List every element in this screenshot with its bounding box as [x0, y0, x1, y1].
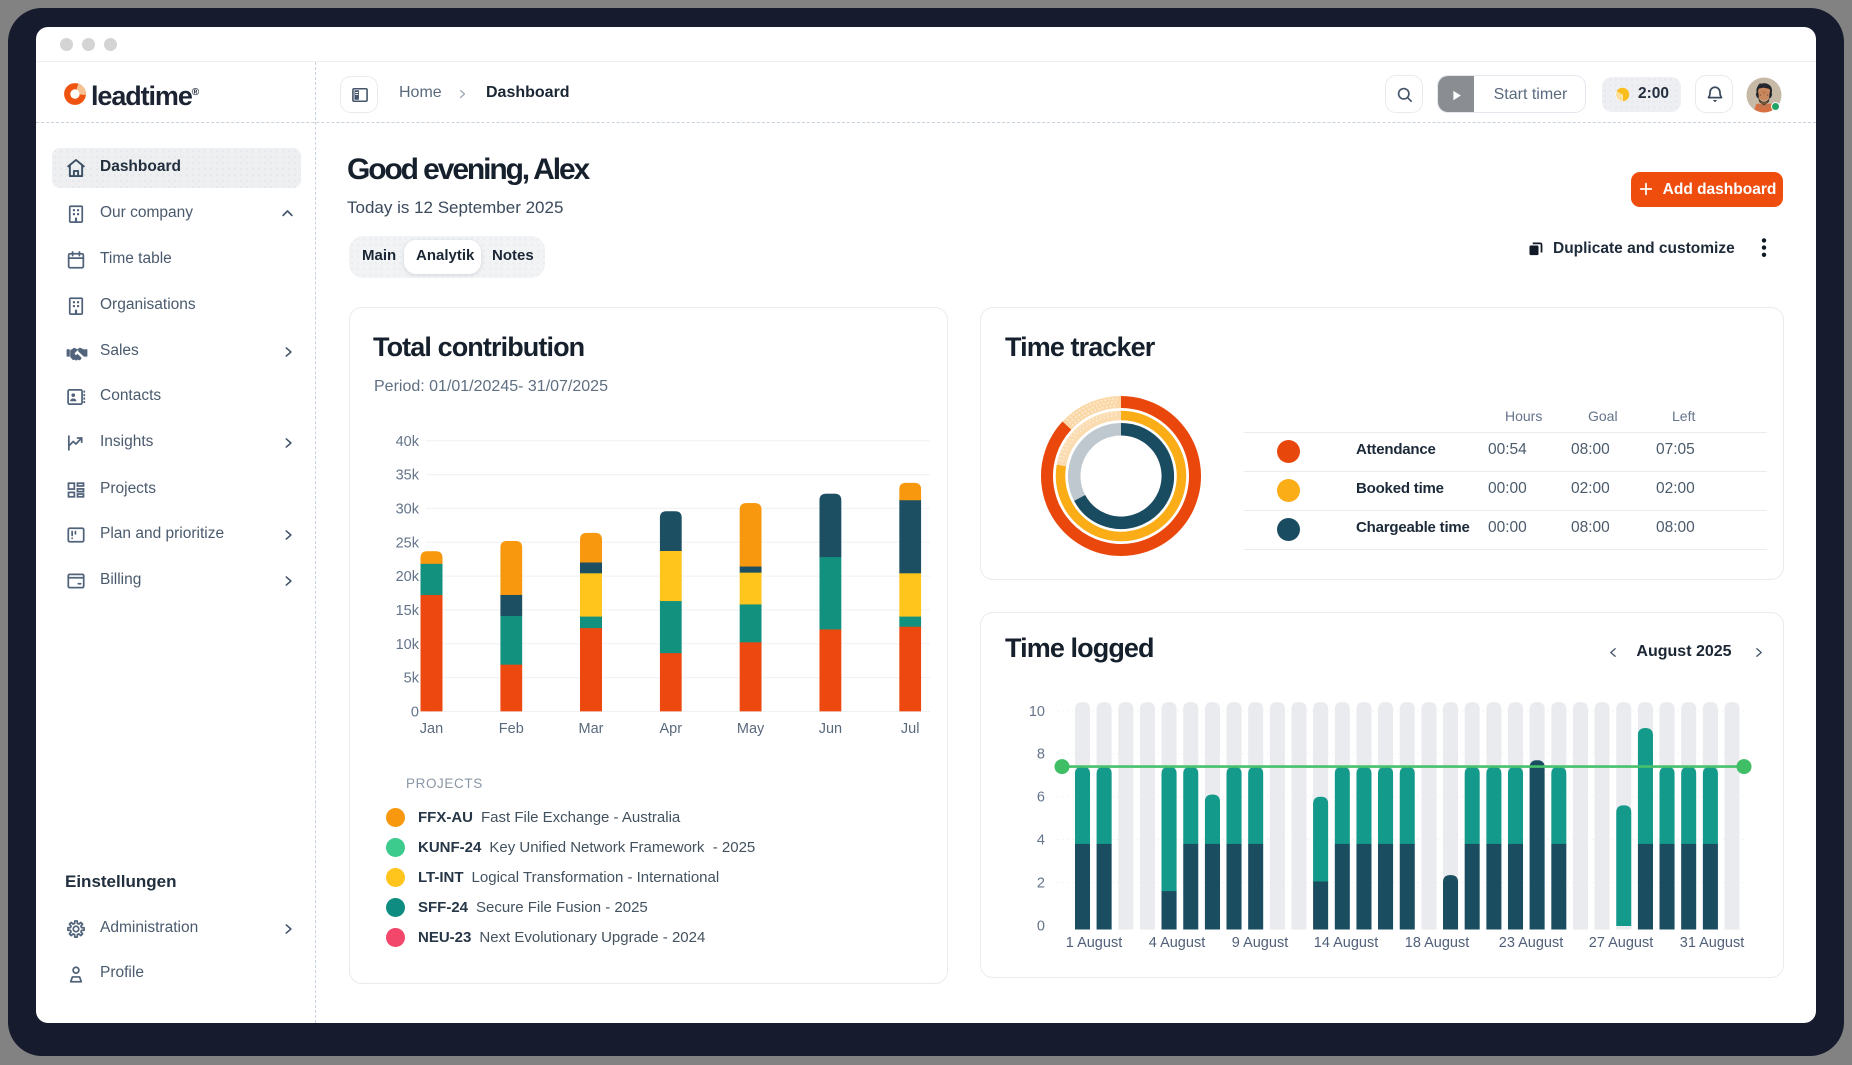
svg-text:4: 4	[1037, 833, 1045, 849]
svg-text:Jul: Jul	[901, 721, 920, 737]
svg-text:23 August: 23 August	[1499, 935, 1564, 951]
svg-text:18 August: 18 August	[1405, 935, 1470, 951]
svg-text:8: 8	[1037, 747, 1045, 763]
svg-text:Jun: Jun	[819, 721, 842, 737]
svg-text:6: 6	[1037, 790, 1045, 806]
svg-text:May: May	[737, 721, 765, 737]
svg-text:9 August: 9 August	[1232, 935, 1288, 951]
svg-text:Feb: Feb	[499, 721, 524, 737]
svg-text:Jan: Jan	[420, 721, 443, 737]
svg-text:27 August: 27 August	[1589, 935, 1654, 951]
svg-text:1 August: 1 August	[1066, 935, 1122, 951]
svg-text:40k: 40k	[396, 434, 420, 450]
svg-text:10k: 10k	[396, 637, 420, 653]
svg-text:15k: 15k	[396, 603, 420, 619]
svg-text:14 August: 14 August	[1314, 935, 1379, 951]
svg-text:30k: 30k	[396, 501, 420, 517]
svg-text:0: 0	[1037, 919, 1045, 935]
svg-text:Apr: Apr	[660, 721, 683, 737]
svg-text:Mar: Mar	[579, 721, 604, 737]
svg-text:2: 2	[1037, 876, 1045, 892]
svg-text:0: 0	[411, 704, 419, 720]
svg-text:10: 10	[1029, 704, 1045, 720]
svg-text:35k: 35k	[396, 468, 420, 484]
svg-text:20k: 20k	[396, 569, 420, 585]
svg-text:4 August: 4 August	[1149, 935, 1205, 951]
svg-text:5k: 5k	[404, 671, 420, 687]
svg-text:31 August: 31 August	[1680, 935, 1745, 951]
svg-text:25k: 25k	[396, 535, 420, 551]
